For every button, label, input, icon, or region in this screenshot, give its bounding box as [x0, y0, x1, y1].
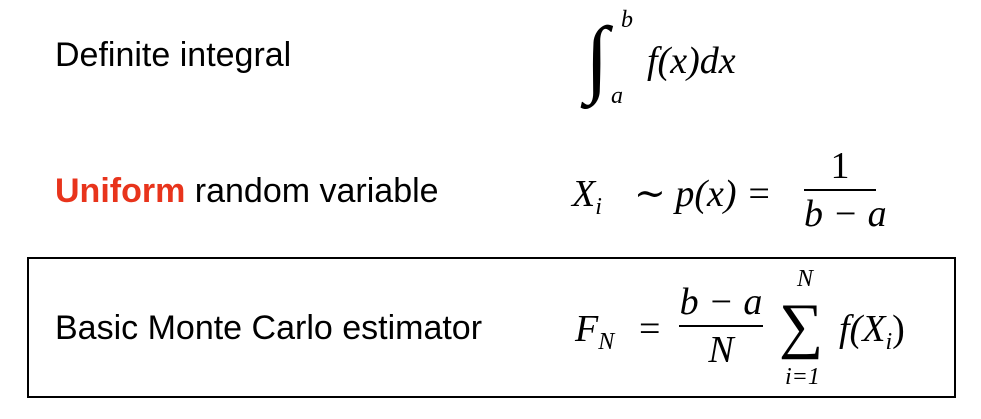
density-fraction-bar: [804, 189, 876, 191]
estimator-fraction: b − a N: [679, 283, 763, 369]
estimator-fraction-bar: [679, 325, 763, 327]
density-numerator: 1: [830, 145, 850, 187]
sum-lower-limit: i=1: [785, 364, 820, 390]
definite-integral-label: Definite integral: [55, 36, 292, 74]
estimator-denominator: N: [708, 329, 734, 371]
sum-term: f(Xi): [839, 308, 905, 355]
integrand: f(x)dx: [647, 40, 736, 82]
estimator-numerator: b − a: [679, 281, 763, 323]
density-fraction: 1 b − a: [804, 145, 887, 235]
uniform-highlight: Uniform: [55, 172, 186, 210]
x-i-symbol: Xi: [572, 173, 602, 220]
sum-upper-limit: N: [797, 266, 814, 292]
definite-integral-formula: ∫ b a f(x)dx: [585, 8, 785, 108]
estimator-box: [27, 257, 956, 398]
integral-sign: ∫: [585, 9, 609, 105]
integral-lower-limit: a: [611, 83, 623, 109]
uniform-rv-formula: Xi ∼ p(x) = 1 b − a: [572, 145, 892, 245]
integral-upper-limit: b: [621, 7, 633, 33]
density-denominator: b − a: [804, 193, 887, 235]
uniform-rv-label: Uniform random variable: [55, 172, 439, 211]
uniform-rv-label-rest: random variable: [185, 172, 439, 210]
monte-carlo-label: Basic Monte Carlo estimator: [55, 309, 483, 347]
sum-symbol: ∑: [779, 292, 824, 360]
estimator-equals: =: [639, 308, 661, 350]
monte-carlo-formula: FN = b − a N N ∑ i=1 f(Xi): [575, 265, 945, 390]
f-n-symbol: FN: [575, 308, 615, 355]
density-relation: ∼ p(x) =: [634, 173, 772, 215]
